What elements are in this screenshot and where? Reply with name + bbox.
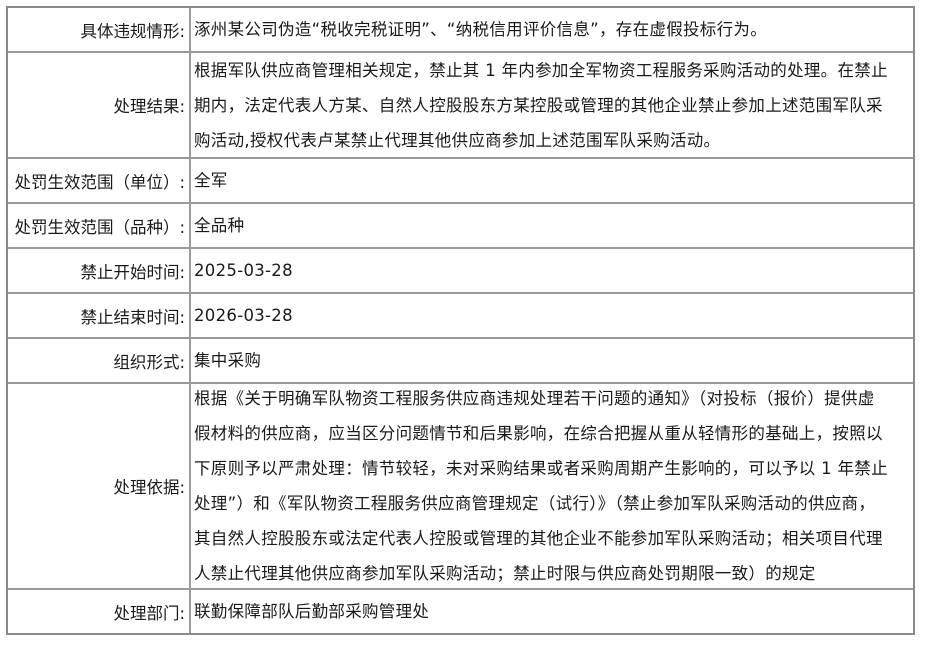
row-label: 具体违规情形: — [8, 8, 191, 51]
value-line: 根据《关于明确军队物资工程服务供应商违规处理若干问题的通知》（对投标（报价）提供… — [194, 389, 875, 408]
row-value: 全军 — [191, 159, 913, 202]
table-row-handling-result: 处理结果: 根据军队供应商管理相关规定，禁止其 1 年内参加全军物资工程服务采购活… — [8, 51, 913, 157]
table-row-scope-category: 处罚生效范围（品种）: 全品种 — [8, 202, 913, 247]
penalty-info-table: 具体违规情形: 涿州某公司伪造“税收完税证明”、“纳税信用评价信息”，存在虚假投标… — [6, 6, 915, 635]
table-row-organization-form: 组织形式: 集中采购 — [8, 337, 913, 382]
value-line: 假材料的供应商，应当区分问题情节和后果影响，在综合把握从重从轻情形的基础上，按照… — [194, 424, 883, 443]
row-value: 根据《关于明确军队物资工程服务供应商违规处理若干问题的通知》（对投标（报价）提供… — [191, 384, 913, 588]
row-label: 处理结果: — [8, 53, 191, 157]
row-value: 根据军队供应商管理相关规定，禁止其 1 年内参加全军物资工程服务采购活动的处理。… — [191, 53, 913, 157]
row-value: 全品种 — [191, 204, 913, 247]
value-line: 人禁止代理其他供应商参加军队采购活动；禁止时限与供应商处罚期限一致）的规定 — [194, 564, 816, 583]
row-label: 禁止结束时间: — [8, 294, 191, 337]
row-label: 处理部门: — [8, 590, 191, 633]
value-line: 全品种 — [194, 216, 245, 235]
value-line: 联勤保障部队后勤部采购管理处 — [194, 602, 430, 621]
row-value: 涿州某公司伪造“税收完税证明”、“纳税信用评价信息”，存在虚假投标行为。 — [191, 8, 913, 51]
value-line: 2025-03-28 — [194, 261, 293, 280]
value-line: 其自然人控股股东或法定代表人控股或管理的其他企业不能参加军队采购活动；相关项目代… — [194, 529, 883, 548]
value-line: 2026-03-28 — [194, 306, 293, 325]
value-line: 购活动,授权代表卢某禁止代理其他供应商参加上述范围军队采购活动。 — [194, 130, 721, 150]
row-label: 处罚生效范围（单位）: — [8, 159, 191, 202]
table-row-violation-details: 具体违规情形: 涿州某公司伪造“税收完税证明”、“纳税信用评价信息”，存在虚假投标… — [8, 8, 913, 51]
row-value: 集中采购 — [191, 339, 913, 382]
value-line: 下原则予以严肃处理：情节较轻，未对采购结果或者采购周期产生影响的，可以予以 1 … — [194, 459, 888, 478]
row-label: 处罚生效范围（品种）: — [8, 204, 191, 247]
table-row-handling-department: 处理部门: 联勤保障部队后勤部采购管理处 — [8, 588, 913, 633]
row-label: 禁止开始时间: — [8, 249, 191, 292]
value-line: 处理”）和《军队物资工程服务供应商管理规定（试行）》（禁止参加军队采购活动的供应… — [194, 494, 876, 513]
value-line: 全军 — [194, 171, 228, 190]
table-row-ban-start-date: 禁止开始时间: 2025-03-28 — [8, 247, 913, 292]
row-value: 联勤保障部队后勤部采购管理处 — [191, 590, 913, 633]
table-row-handling-basis: 处理依据: 根据《关于明确军队物资工程服务供应商违规处理若干问题的通知》（对投标（… — [8, 382, 913, 588]
row-value: 2025-03-28 — [191, 249, 913, 292]
value-line: 根据军队供应商管理相关规定，禁止其 1 年内参加全军物资工程服务采购活动的处理。… — [194, 60, 888, 80]
value-line: 期内，法定代表人方某、自然人控股股东方某控股或管理的其他企业禁止参加上述范围军队… — [194, 95, 883, 115]
value-line: 集中采购 — [194, 351, 262, 370]
row-value: 2026-03-28 — [191, 294, 913, 337]
table-row-scope-unit: 处罚生效范围（单位）: 全军 — [8, 157, 913, 202]
value-line: 涿州某公司伪造“税收完税证明”、“纳税信用评价信息”，存在虚假投标行为。 — [194, 20, 767, 39]
table-row-ban-end-date: 禁止结束时间: 2026-03-28 — [8, 292, 913, 337]
row-label: 组织形式: — [8, 339, 191, 382]
row-label: 处理依据: — [8, 384, 191, 588]
